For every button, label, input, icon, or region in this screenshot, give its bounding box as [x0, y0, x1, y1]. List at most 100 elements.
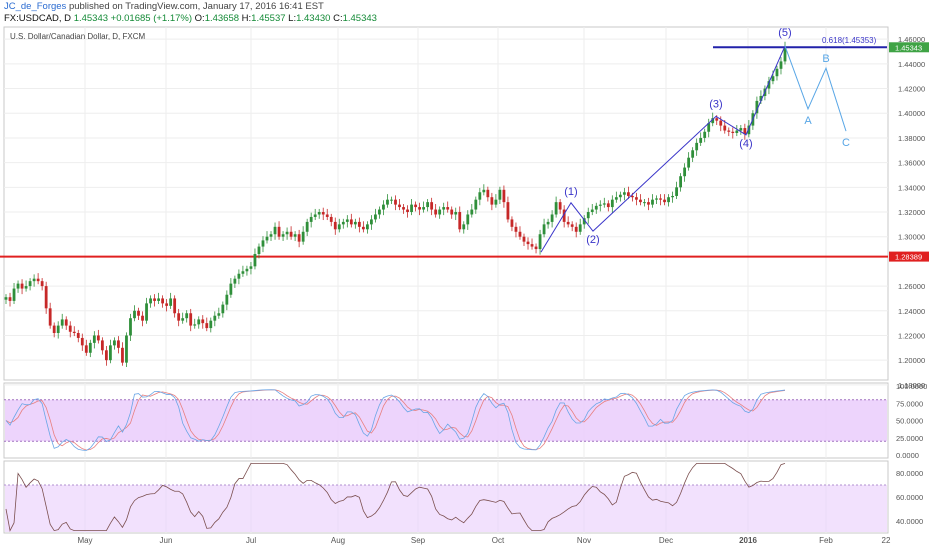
candle-body	[526, 241, 530, 245]
candle-body	[137, 310, 140, 316]
candle-body	[361, 226, 365, 230]
candle-body	[671, 195, 674, 198]
candle-body	[398, 204, 401, 208]
open-value: 1.43658	[204, 13, 240, 24]
candle-body	[462, 224, 466, 230]
candle-body	[370, 219, 373, 225]
candle-body	[185, 313, 189, 319]
main-pane	[3, 26, 889, 381]
candle-body	[691, 150, 695, 158]
candle-body	[434, 209, 438, 215]
candle-body	[161, 298, 165, 304]
candle-body	[739, 128, 743, 131]
candle-body	[24, 286, 28, 289]
candle-body	[590, 209, 594, 213]
stoch-tick-label: 25.0000	[896, 434, 923, 443]
y-tick-label: 1.26000	[898, 282, 925, 291]
ohlc-bar: FX:USDCAD, D 1.45343 +0.01685 (+1.17%) O…	[4, 13, 377, 24]
candle-body	[458, 212, 462, 230]
high-label: H:	[241, 13, 252, 24]
candle-body	[349, 219, 353, 225]
candle-body	[213, 315, 217, 321]
candle-body	[269, 234, 273, 237]
candle-body	[574, 226, 578, 232]
symbol-label: FX:USDCAD, D	[4, 13, 72, 24]
projection-label: B	[822, 53, 829, 65]
candle-body	[402, 207, 405, 210]
candle-body	[301, 231, 305, 242]
candle-body	[382, 204, 385, 210]
open-label: O:	[194, 13, 205, 24]
candle-body	[711, 118, 715, 124]
close-label: C:	[333, 13, 343, 24]
candle-body	[442, 207, 446, 210]
candle-body	[48, 308, 52, 326]
candle-body	[241, 271, 245, 274]
stoch-tick-label: 0.0000	[896, 451, 919, 460]
stochastic-band	[5, 399, 887, 442]
candle-body	[562, 209, 566, 222]
candle-body	[602, 203, 606, 205]
candle-body	[68, 325, 72, 332]
candle-body	[36, 278, 40, 282]
candle-body	[96, 335, 100, 341]
candle-body	[60, 319, 64, 326]
candle-body	[631, 195, 634, 198]
candle-body	[253, 253, 257, 267]
candle-body	[309, 216, 313, 222]
x-tick-label: Jun	[160, 536, 173, 545]
projection-line	[784, 45, 847, 132]
wave-label: (3)	[709, 98, 722, 110]
candle-body	[550, 214, 554, 222]
candle-body	[699, 137, 703, 143]
candle-body	[578, 224, 582, 232]
candle-body	[390, 199, 393, 201]
candle-body	[735, 130, 739, 134]
candle-body	[28, 281, 32, 287]
candle-body	[626, 192, 630, 196]
candle-body	[345, 219, 349, 222]
author-link[interactable]: JC_de_Forges	[4, 1, 67, 12]
x-tick-label: Feb	[819, 536, 833, 545]
candle-body	[80, 337, 84, 346]
candle-body	[655, 198, 658, 200]
candle-body	[438, 209, 442, 215]
candle-body	[683, 167, 687, 177]
candle-body	[325, 214, 329, 217]
y-tick-label: 1.44000	[898, 60, 925, 69]
candle-body	[217, 313, 221, 316]
y-tick-label: 1.30000	[898, 233, 925, 242]
candle-body	[317, 212, 321, 215]
candle-body	[173, 298, 177, 314]
x-tick-label: 2016	[739, 536, 757, 545]
candle-body	[100, 340, 104, 351]
x-tick-label: May	[77, 536, 92, 545]
candle-body	[622, 192, 626, 195]
candle-body	[109, 345, 112, 361]
candle-body	[378, 209, 381, 215]
candle-body	[771, 76, 775, 82]
candle-body	[177, 313, 181, 321]
wave-label: (2)	[586, 234, 599, 246]
candle-body	[494, 199, 498, 205]
candle-body	[719, 120, 723, 126]
candle-body	[618, 194, 622, 198]
candle-body	[727, 130, 731, 132]
candle-body	[104, 350, 108, 361]
candle-body	[32, 278, 36, 282]
candle-body	[76, 333, 80, 338]
candle-body	[189, 313, 193, 326]
candle-body	[181, 318, 185, 321]
publish-info: JC_de_Forges published on TradingView.co…	[4, 1, 324, 12]
candle-body	[514, 226, 518, 232]
low-value: 1.43430	[296, 13, 331, 24]
change-value: +0.01685 (+1.17%)	[110, 13, 193, 24]
candle-body	[687, 157, 691, 168]
candle-body	[659, 198, 662, 200]
close-value: 1.45343	[342, 13, 377, 24]
rsi-tick-label: 60.0000	[896, 493, 923, 502]
candle-body	[614, 197, 618, 200]
candle-body	[233, 278, 237, 284]
price-chart[interactable]: May Jun Jul Aug Sep Oct Nov Dec 2016 Feb 22 1.46000…	[0, 25, 932, 550]
candle-body	[418, 207, 421, 210]
